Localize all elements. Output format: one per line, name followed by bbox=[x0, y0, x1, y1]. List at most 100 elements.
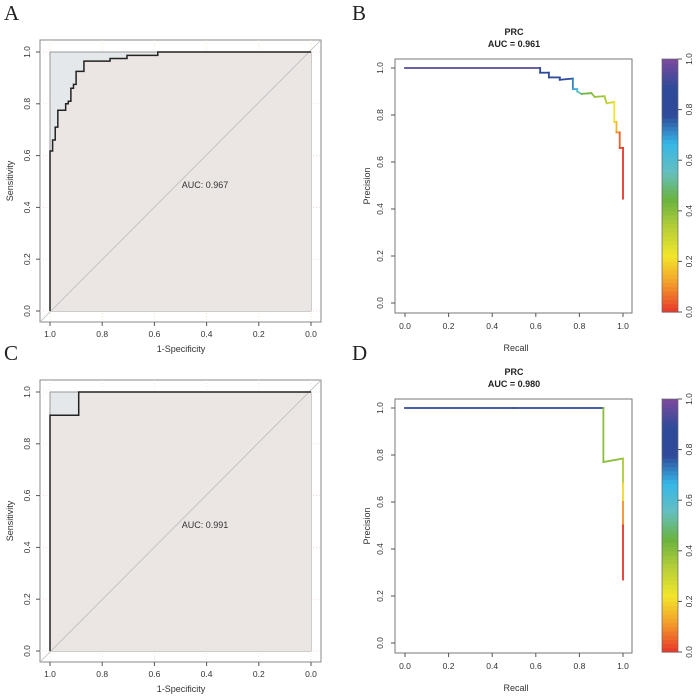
colorbar-cell bbox=[662, 274, 678, 279]
colorbar-cell bbox=[662, 295, 678, 300]
prc-panel-D: D PRC AUC = 0.980 0.0 0.2 0.4 0.6 0.8 1.0 0.0 0.2 0… bbox=[352, 341, 694, 693]
panel-letter: A bbox=[4, 1, 20, 25]
colorbar-cell bbox=[662, 303, 678, 309]
x-tick-label: 0.6 bbox=[530, 661, 542, 671]
colorbar-cell bbox=[662, 240, 678, 246]
x-tick-label: 1.0 bbox=[617, 321, 629, 331]
y-tick-label: 1.0 bbox=[22, 46, 32, 58]
x-tick-label: 0.6 bbox=[148, 329, 160, 339]
colorbar-tick-label: 1.0 bbox=[684, 53, 694, 65]
colorbar-cell bbox=[662, 59, 678, 64]
colorbar-cell bbox=[662, 67, 678, 73]
y-tick-label: 1.0 bbox=[375, 62, 385, 74]
colorbar-cell bbox=[662, 96, 678, 102]
x-tick-label: 0.8 bbox=[573, 321, 585, 331]
colorbar-cell bbox=[662, 223, 678, 229]
auc-annotation: AUC: 0.991 bbox=[182, 520, 229, 530]
colorbar-cell bbox=[662, 449, 678, 455]
colorbar-cell bbox=[662, 479, 678, 484]
prc-curve-segment bbox=[603, 95, 608, 105]
colorbar-tick-label: 0.2 bbox=[684, 595, 694, 607]
y-tick-label: 0.6 bbox=[375, 496, 385, 508]
colorbar-tick-label: 0.4 bbox=[684, 545, 694, 557]
colorbar-cell bbox=[662, 470, 678, 476]
colorbar-cell bbox=[662, 278, 678, 284]
y-tick-label: 1.0 bbox=[375, 402, 385, 414]
colorbar-cell bbox=[662, 198, 678, 203]
colorbar-cell bbox=[662, 466, 678, 472]
roc-curve bbox=[49, 391, 311, 651]
colorbar-cell bbox=[662, 172, 678, 178]
y-tick-label: 0.2 bbox=[22, 593, 32, 605]
x-tick-label: 0.2 bbox=[253, 669, 265, 679]
colorbar-cell bbox=[662, 614, 678, 619]
x-axis-label: Recall bbox=[503, 683, 528, 693]
colorbar-cell bbox=[662, 576, 678, 581]
colorbar-cell bbox=[662, 236, 678, 241]
colorbar-cell bbox=[662, 424, 678, 430]
colorbar-cell bbox=[662, 269, 678, 275]
colorbar-cell bbox=[662, 533, 678, 539]
colorbar-cell bbox=[662, 559, 678, 565]
x-tick-label: 1.0 bbox=[617, 661, 629, 671]
colorbar-cell bbox=[662, 538, 678, 543]
colorbar-cell bbox=[662, 592, 678, 598]
x-tick-label: 0.6 bbox=[148, 669, 160, 679]
colorbar-cell bbox=[662, 307, 678, 313]
colorbar-cell bbox=[662, 257, 678, 262]
diagonal-reference-line bbox=[39, 39, 322, 323]
x-tick-label: 0.0 bbox=[399, 661, 411, 671]
x-tick-label: 1.0 bbox=[44, 669, 56, 679]
y-tick-label: 0.4 bbox=[375, 203, 385, 215]
colorbar-cell bbox=[662, 432, 678, 438]
auc-annotation: AUC: 0.967 bbox=[182, 180, 229, 190]
colorbar-cell bbox=[662, 512, 678, 518]
colorbar-cell bbox=[662, 500, 678, 506]
y-tick-label: 0.8 bbox=[375, 449, 385, 461]
colorbar-cell bbox=[662, 88, 678, 94]
colorbar-cell bbox=[662, 571, 678, 577]
prc-panel-B: B PRC AUC = 0.961 0.0 0.2 0.4 0.6 0.8 1.0 0.0 0.2 0… bbox=[352, 1, 694, 353]
x-axis-label: Recall bbox=[503, 343, 528, 353]
colorbar-cell bbox=[662, 584, 678, 590]
y-tick-label: 0.6 bbox=[22, 149, 32, 161]
colorbar-cell bbox=[662, 474, 678, 480]
y-tick-label: 1.0 bbox=[22, 386, 32, 398]
colorbar-tick-label: 0.0 bbox=[684, 646, 694, 658]
y-tick-label: 0.2 bbox=[375, 250, 385, 262]
roc-panel-C: C AUC: 0.991 1.0 0.8 0.6 0.4 0.2 0.0 0.0 0.2 0.4 0.… bbox=[4, 341, 322, 694]
colorbar-cell bbox=[662, 181, 678, 187]
panel-letter: D bbox=[352, 341, 367, 365]
colorbar-cell bbox=[662, 139, 678, 144]
y-axis-label: Sensitivity bbox=[5, 160, 15, 201]
diagonal-reference-line bbox=[39, 379, 322, 663]
colorbar-cell bbox=[662, 261, 678, 267]
x-tick-label: 0.6 bbox=[530, 321, 542, 331]
colorbar-cell bbox=[662, 630, 678, 636]
colorbar-cell bbox=[662, 185, 678, 191]
roc-curve bbox=[49, 51, 311, 311]
x-tick-label: 0.0 bbox=[399, 321, 411, 331]
x-tick-label: 0.2 bbox=[253, 329, 265, 339]
colorbar-cell bbox=[662, 160, 678, 166]
colorbar-cell bbox=[662, 525, 678, 531]
colorbar-cell bbox=[662, 639, 678, 645]
colorbar-cell bbox=[662, 508, 678, 514]
colorbar-cell bbox=[662, 415, 678, 421]
colorbar-cell bbox=[662, 143, 678, 149]
y-tick-label: 0.0 bbox=[22, 645, 32, 657]
colorbar-cell bbox=[662, 521, 678, 527]
x-tick-label: 0.4 bbox=[486, 321, 498, 331]
roc-panel-A: A AUC: 0.967 1.0 0.8 0.6 0.4 0.2 0.0 0.0 0.2 0.4 0.… bbox=[4, 1, 322, 354]
y-tick-label: 0.2 bbox=[22, 253, 32, 265]
plot-frame bbox=[394, 398, 633, 654]
colorbar-cell bbox=[662, 643, 678, 649]
y-axis-label: Sensitivity bbox=[5, 500, 15, 541]
colorbar-cell bbox=[662, 113, 678, 119]
colorbar-cell bbox=[662, 244, 678, 250]
colorbar-cell bbox=[662, 588, 678, 594]
colorbar-cell bbox=[662, 130, 678, 136]
colorbar-cell bbox=[662, 420, 678, 425]
colorbar-cell bbox=[662, 597, 678, 602]
